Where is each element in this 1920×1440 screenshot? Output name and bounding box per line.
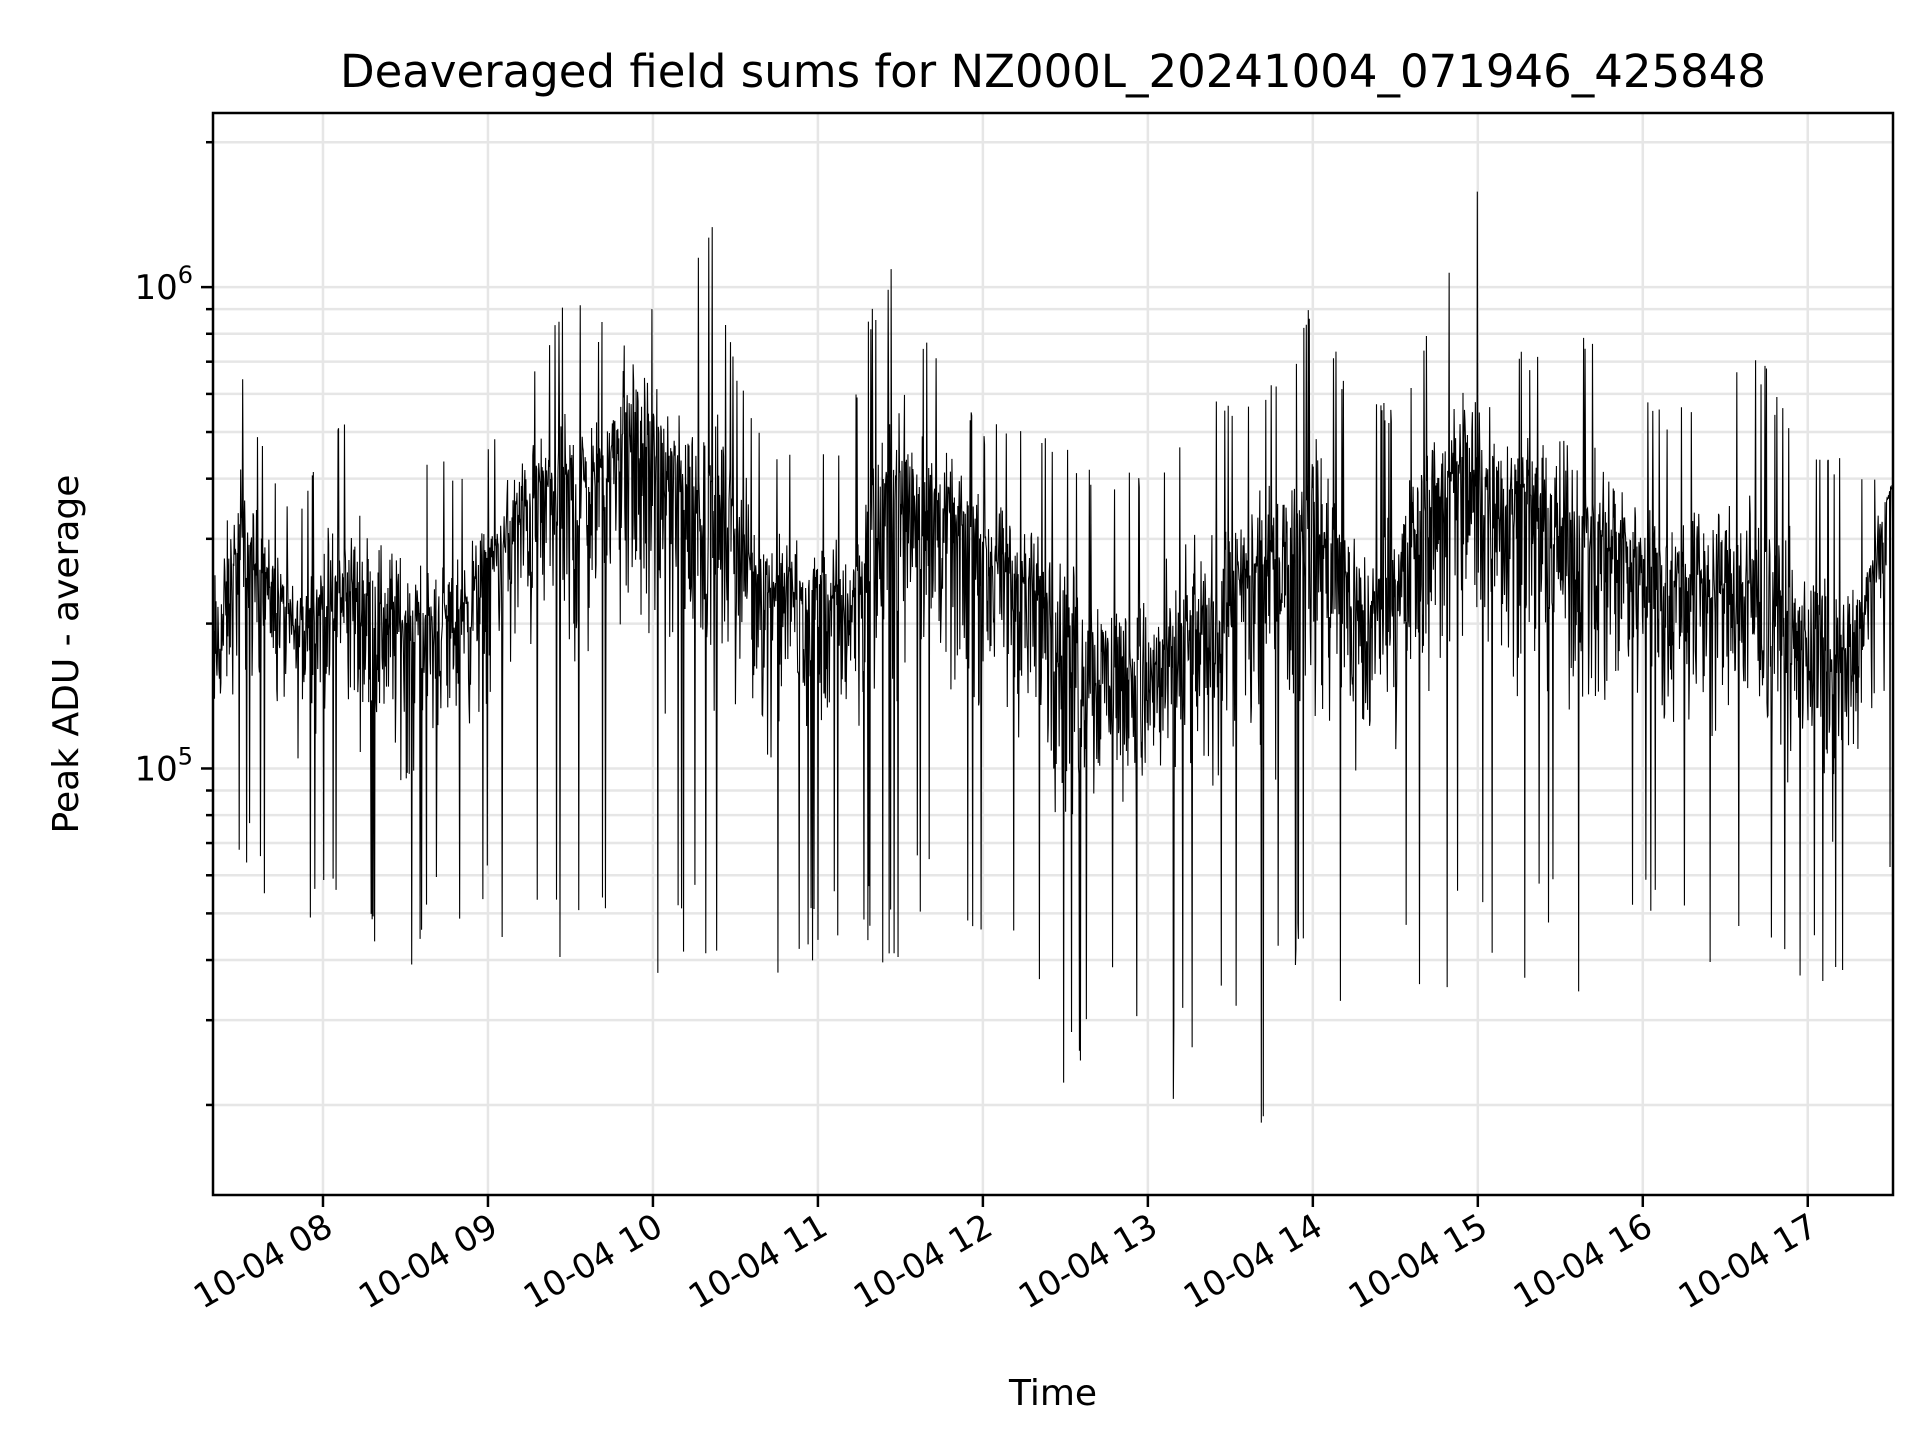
y-axis: 105 106	[134, 140, 213, 1107]
x-tick-label: 10-04 15	[1342, 1206, 1494, 1317]
series-line-peak-adu	[212, 191, 1894, 1123]
x-tick-label: 10-04 09	[352, 1206, 504, 1317]
plot-frame	[211, 111, 1895, 1197]
x-tick-label: 10-04 14	[1177, 1206, 1329, 1317]
x-axis-label: Time	[1008, 1373, 1097, 1414]
x-tick-label: 10-04 16	[1507, 1206, 1659, 1317]
x-tick-label: 10-04 13	[1012, 1206, 1164, 1317]
y-axis-label: Peak ADU - average	[46, 475, 87, 834]
y-tick-label: 105	[134, 742, 193, 789]
x-tick-label: 10-04 10	[517, 1206, 669, 1317]
x-tick-label: 10-04 17	[1672, 1206, 1824, 1317]
grid-lines	[213, 113, 1893, 1195]
x-tick-label: 10-04 12	[847, 1206, 999, 1317]
chart-title: Deaveraged field sums for NZ000L_2024100…	[340, 45, 1766, 98]
y-tick-label: 106	[134, 261, 193, 308]
x-axis: 10-04 08 10-04 09 10-04 10 10-04 11 10-04 12…	[187, 1195, 1824, 1317]
x-tick-label: 10-04 11	[682, 1206, 834, 1317]
x-tick-label: 10-04 08	[187, 1206, 339, 1317]
